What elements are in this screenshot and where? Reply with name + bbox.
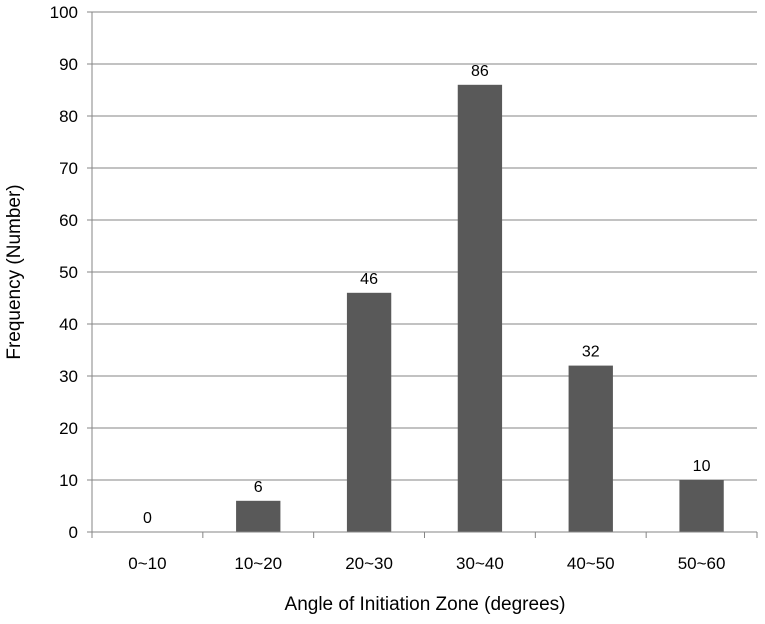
y-tick-label: 50: [59, 263, 78, 282]
data-label: 10: [693, 458, 711, 475]
y-tick-label: 0: [69, 523, 78, 542]
bars: [236, 84, 724, 533]
data-label: 32: [582, 344, 600, 361]
gridlines: [92, 11, 757, 481]
bar-10~20: [236, 500, 281, 532]
x-tick-label: 30~40: [456, 554, 504, 573]
data-labels: 0 6 46 86 32 10: [143, 63, 711, 527]
data-label: 0: [143, 510, 152, 527]
y-axis-ticks: 0 10 20 30 40 50 60 70 80 90 100: [50, 3, 92, 542]
y-tick-label: 10: [59, 471, 78, 490]
bar-40~50: [568, 365, 613, 532]
x-axis-title: Angle of Initiation Zone (degrees): [285, 594, 566, 615]
y-tick-label: 40: [59, 315, 78, 334]
y-tick-label: 100: [50, 3, 78, 22]
bar-20~30: [346, 292, 392, 532]
y-tick-label: 90: [59, 55, 78, 74]
y-axis-title: Frequency (Number): [4, 184, 25, 359]
data-label: 86: [471, 63, 489, 80]
x-tick-label: 0~10: [128, 554, 166, 573]
x-tick-label: 40~50: [567, 554, 615, 573]
y-tick-label: 20: [59, 419, 78, 438]
bar-30~40: [457, 84, 503, 533]
y-tick-label: 80: [59, 107, 78, 126]
y-tick-label: 30: [59, 367, 78, 386]
x-tick-label: 20~30: [345, 554, 393, 573]
y-tick-label: 70: [59, 159, 78, 178]
y-tick-label: 60: [59, 211, 78, 230]
bar-50~60: [679, 480, 724, 532]
x-tick-label: 50~60: [678, 554, 726, 573]
x-tick-label: 10~20: [234, 554, 282, 573]
data-label: 6: [254, 479, 263, 496]
x-axis-ticks: 0~10 10~20 20~30 30~40 40~50 50~60: [91, 532, 758, 573]
data-label: 46: [360, 271, 378, 288]
